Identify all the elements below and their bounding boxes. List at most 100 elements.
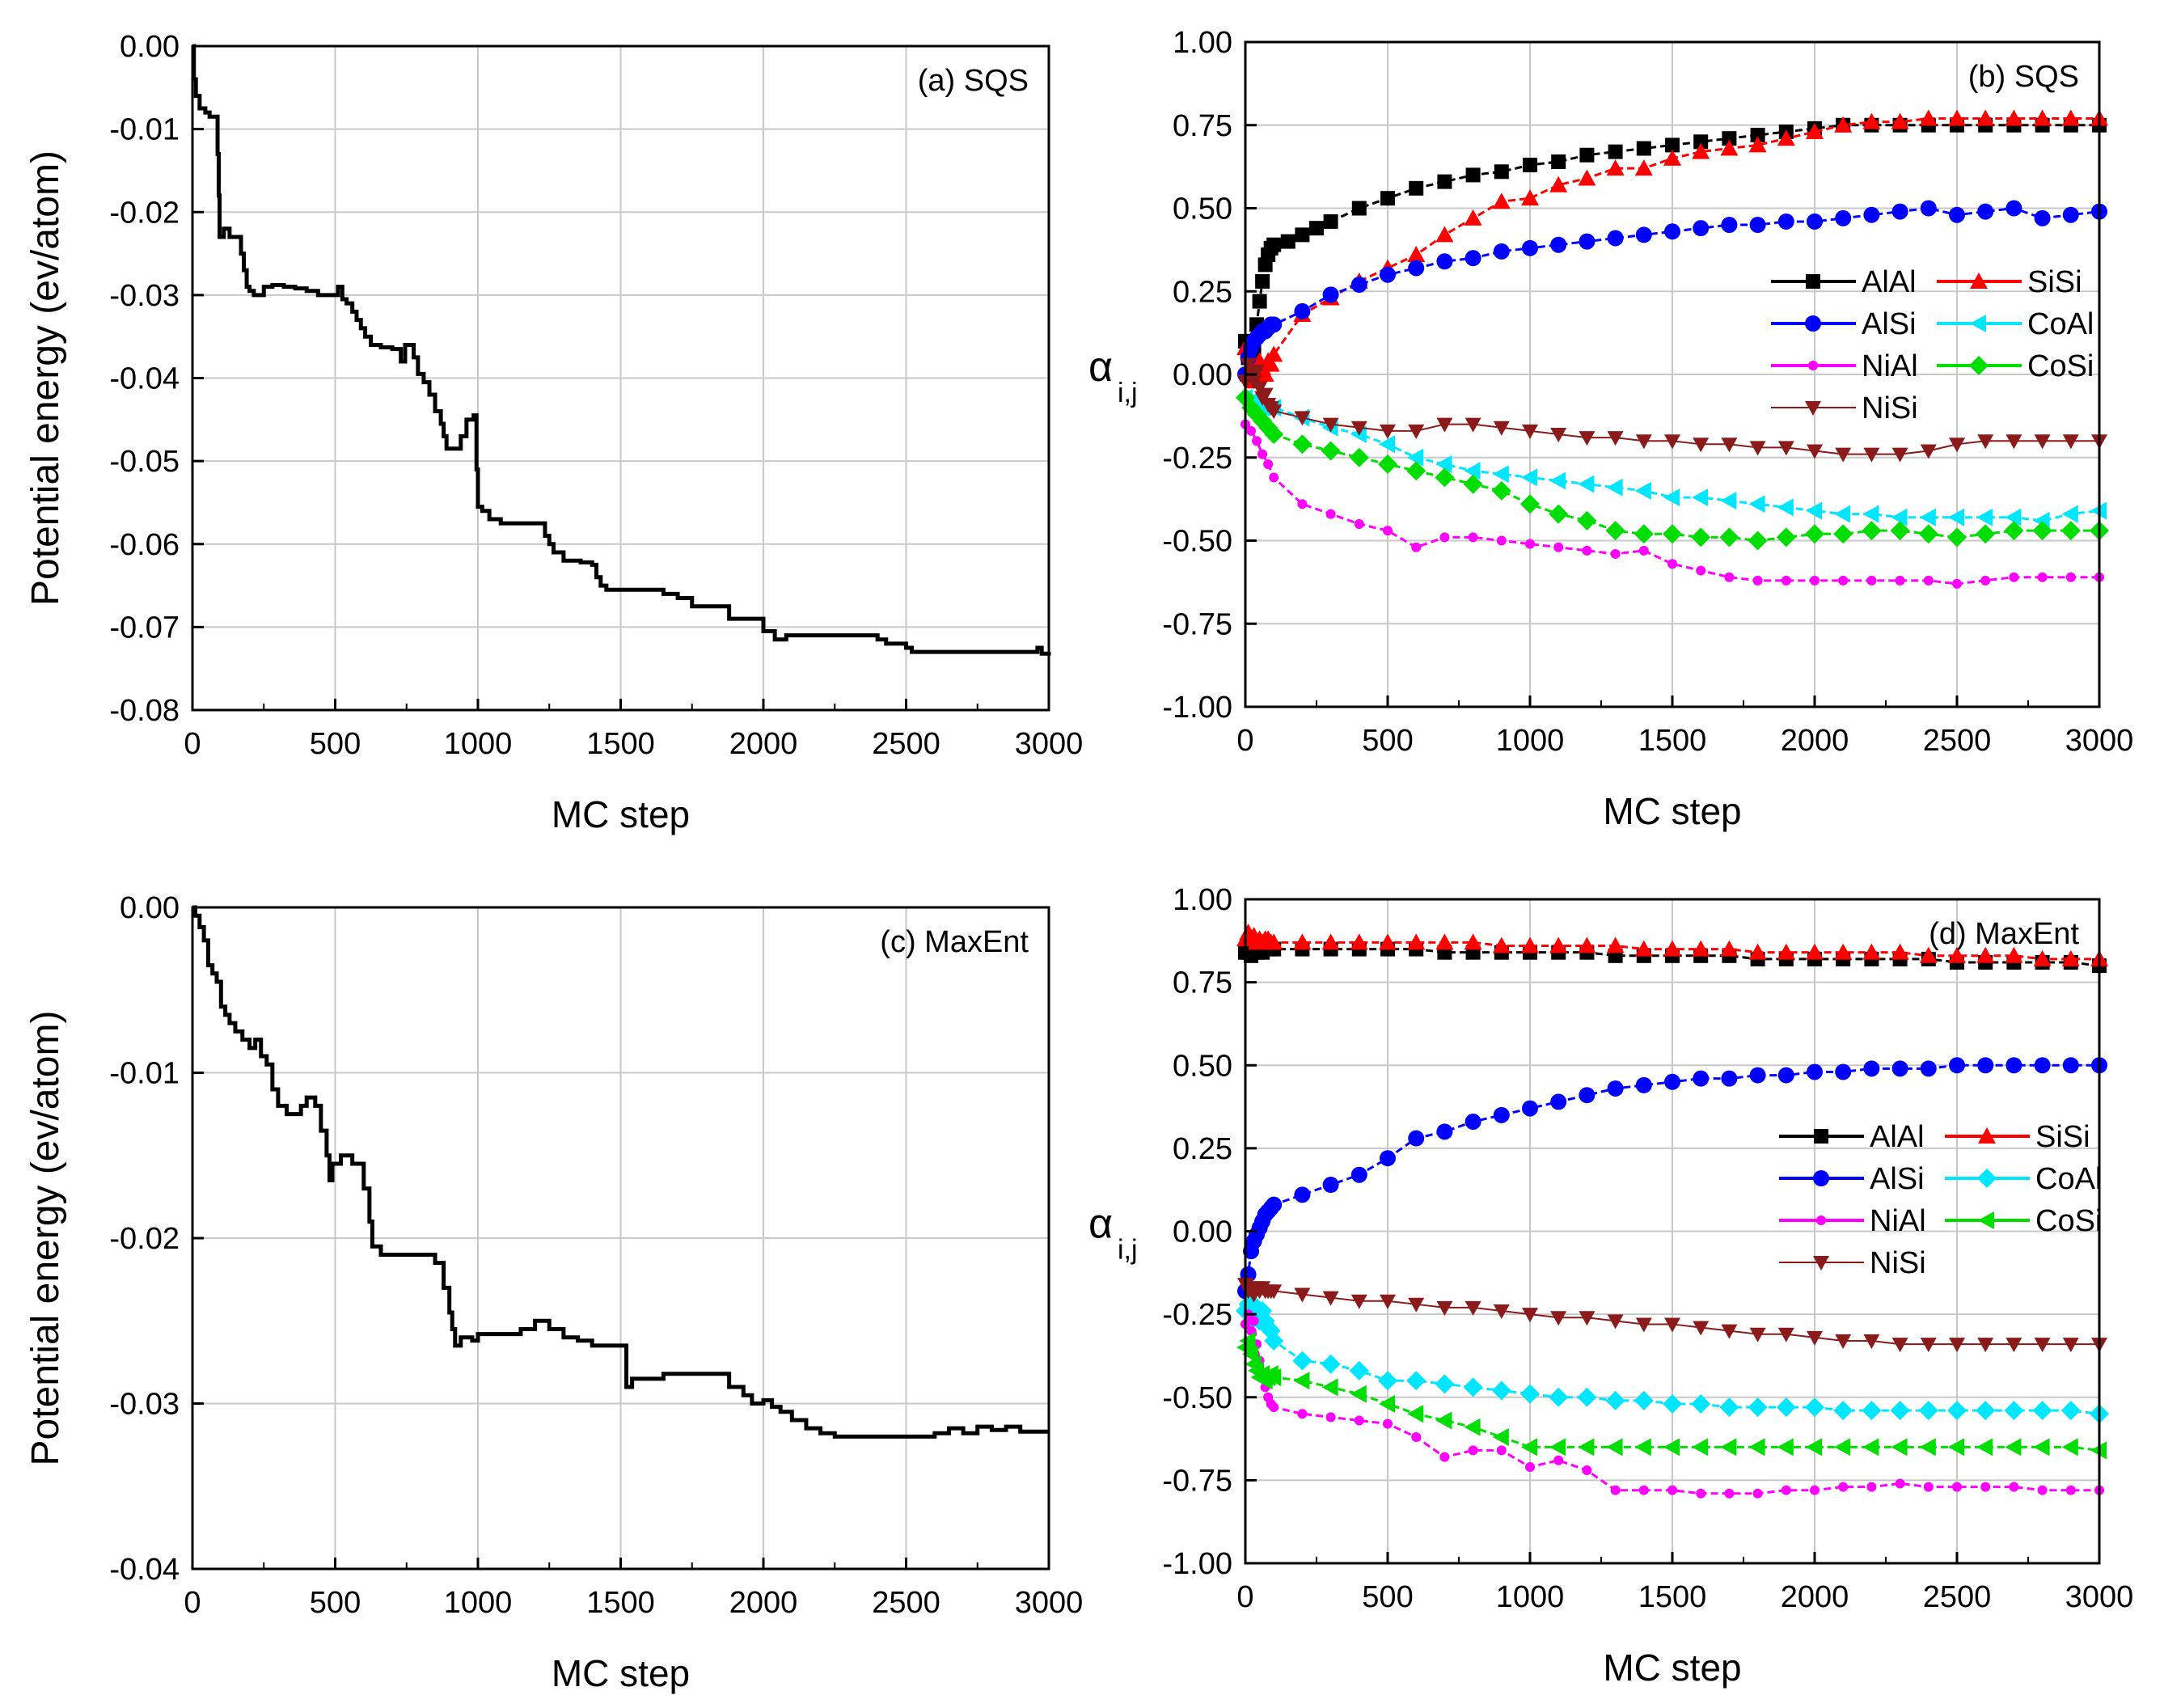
data-point [1436,417,1453,433]
data-point [1635,226,1652,243]
legend-item-alsi: AlSi [1771,307,1917,341]
data-point [1752,1488,1763,1499]
data-point [1468,1445,1478,1456]
data-point [1492,192,1511,209]
data-point [1321,441,1341,461]
data-point [1407,933,1426,950]
data-point [1920,200,1937,217]
data-point [1266,404,1283,420]
data-point [1890,1401,1910,1421]
data-point [1976,1438,1993,1456]
data-point [1294,1287,1311,1303]
data-point [1521,936,1539,953]
y-axis-subscript: i,j [1118,1235,1138,1266]
data-point [1264,1330,1284,1351]
data-point [1634,1438,1651,1456]
data-point [1721,217,1738,234]
data-point [1862,112,1881,129]
y-axis-title: Potential energy (ev/atom) [24,150,67,606]
x-tick-label: 3000 [2065,1580,2134,1614]
series-cosi [1236,387,2109,551]
data-point [1610,548,1621,559]
legend-item-cosi: CoSi [1937,349,2094,383]
data-point [1435,467,1455,488]
data-point [1265,345,1283,362]
x-tick-label: 2500 [872,727,940,761]
data-point [1920,1060,1937,1077]
y-axis-title: α [1088,1201,1113,1248]
data-point [1521,468,1537,487]
data-point [1866,1482,1877,1492]
data-point [1383,1418,1393,1429]
data-point [1378,1371,1397,1391]
data-point [1748,1438,1765,1456]
y-axis-subscript: i,j [1118,378,1138,408]
data-point [1863,206,1880,223]
data-point [1834,1438,1851,1456]
data-point [1976,109,1995,126]
data-point [1890,521,1910,541]
x-tick-label: 3000 [1015,1586,1084,1620]
data-point [1408,424,1425,439]
data-point [1264,424,1284,444]
y-tick-label: -0.75 [1162,1464,1232,1498]
x-tick-label: 3000 [2065,724,2134,758]
x-tick-label: 2000 [1781,724,1849,758]
data-point [1294,411,1311,426]
data-point [1807,444,1823,459]
y-tick-label: -0.50 [1162,1381,1232,1415]
data-point [1833,1401,1853,1421]
data-point [2009,1482,2019,1492]
data-point [1436,1123,1453,1140]
data-point [1923,1482,1934,1492]
data-point [1863,1060,1880,1077]
data-point [1635,1076,1652,1093]
x-axis-title: MC step [552,793,690,835]
panel-a-energy-sqs: 0 500 1000 1500 2000 2500 3000 0.00 -0.01 -0.02 -0… [24,30,1083,835]
y-tick-label: 0.50 [1173,192,1232,226]
data-point [1838,1482,1849,1492]
y-tick-label: -0.02 [109,1222,180,1256]
data-point [1379,435,1395,454]
data-point [2009,572,2019,582]
data-point [1663,488,1680,507]
data-point [1724,572,1735,582]
data-point [2065,1485,2076,1495]
data-point [1378,454,1397,474]
data-point [1605,521,1625,541]
y-tick-label: -0.05 [109,445,180,479]
data-point [1777,441,1794,456]
data-point [1777,213,1794,230]
y-tick-label: 0.00 [1173,1215,1232,1249]
legend-item-alal: AlAl [1779,1120,1925,1154]
legend-item-coal: CoAl [1945,1162,2102,1196]
data-point [1265,1368,1282,1387]
data-point [1810,575,1820,586]
data-point [1834,116,1853,133]
data-point [1691,527,1711,547]
data-point [1891,447,1908,463]
data-point [1807,1330,1823,1346]
data-point [2061,1438,2078,1456]
data-point [1835,209,1852,226]
x-tick-label: 1500 [586,727,655,761]
data-point [1252,436,1262,446]
data-point [1350,277,1367,294]
data-point [1919,508,1936,526]
y-tick-label: -0.07 [109,611,180,645]
series-sisi [1236,924,2108,966]
data-point [1493,243,1510,260]
series-energy [192,905,1049,1439]
data-point [1522,239,1538,256]
data-point [1325,509,1336,519]
data-point [1805,1397,1824,1418]
data-point [1949,1057,1965,1074]
data-point [1321,1378,1338,1397]
y-tick-label: 0.50 [1173,1049,1232,1083]
data-point [1409,180,1424,196]
data-point [1805,524,1824,544]
data-point [1891,203,1908,220]
data-point [1280,234,1295,249]
legend-label: CoAl [2035,1162,2102,1196]
data-point [1610,1485,1621,1495]
